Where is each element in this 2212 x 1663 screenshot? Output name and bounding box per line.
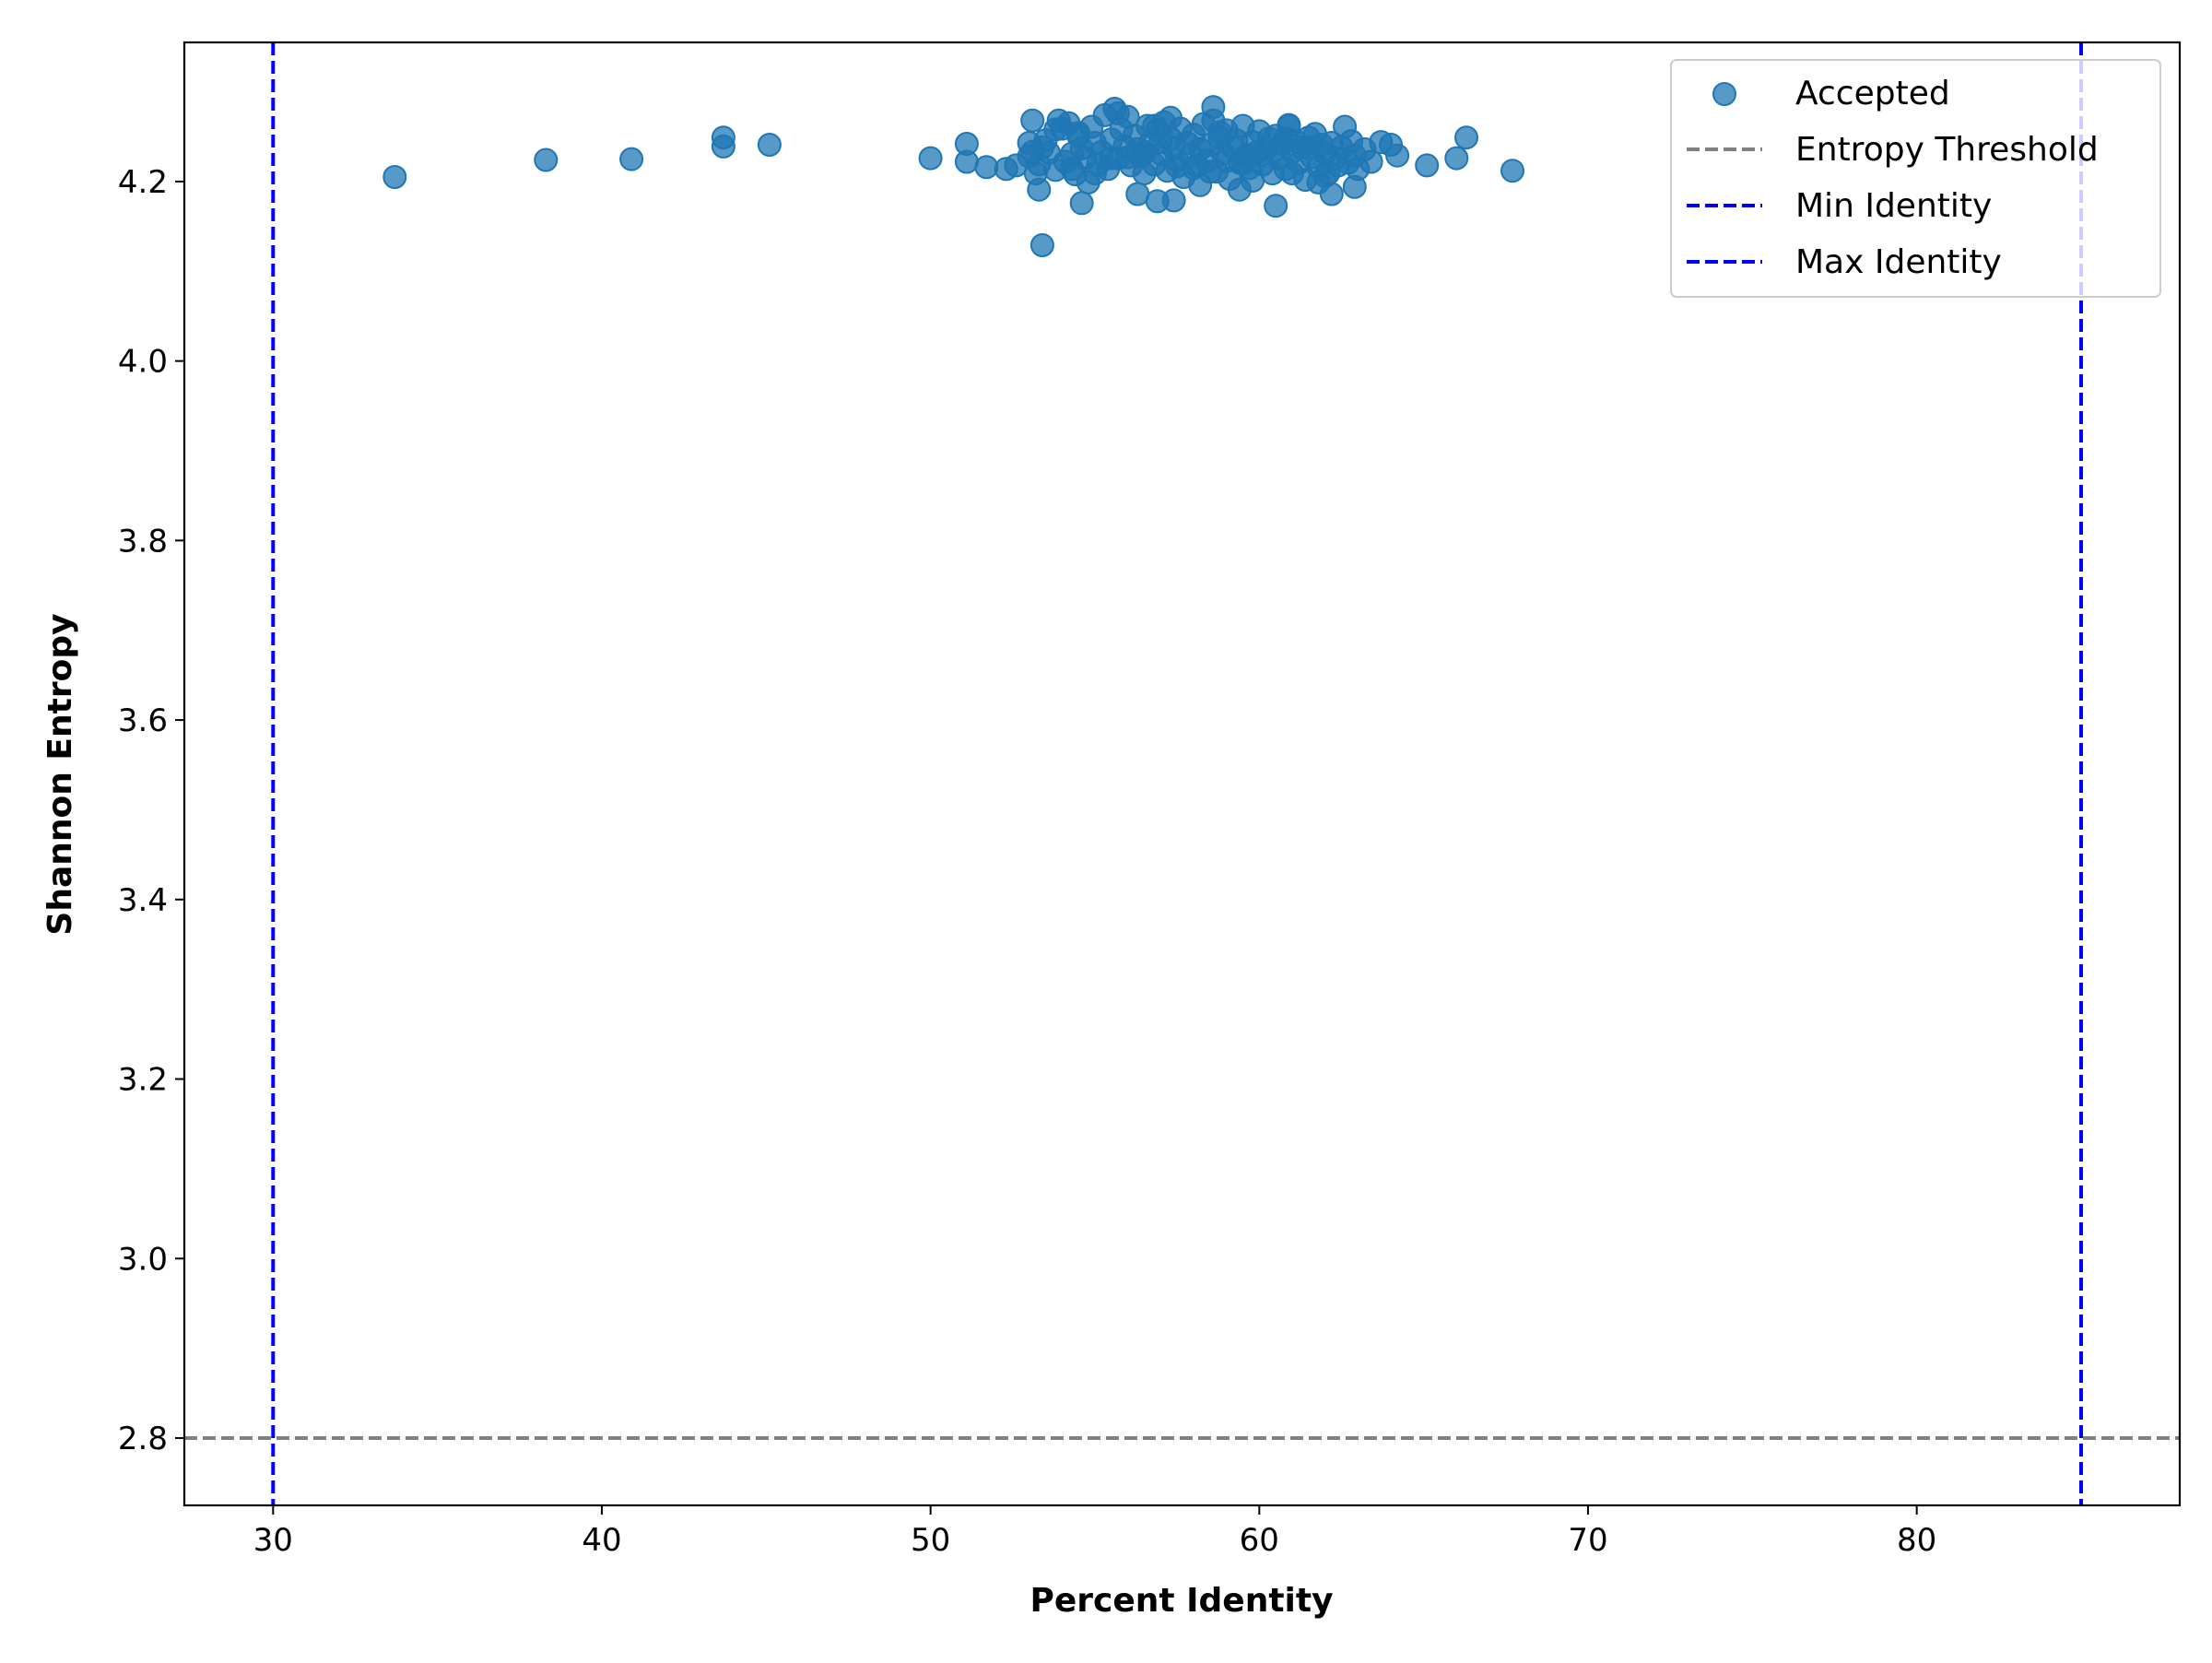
data-point: [1415, 153, 1440, 178]
data-point: [1241, 168, 1265, 193]
points-layer: [382, 95, 1524, 257]
plot-frame: [182, 41, 2182, 1507]
legend: Accepted Entropy Threshold Min Identity …: [1670, 59, 2161, 298]
data-point: [1273, 126, 1298, 151]
y-tick-label: 3.6: [118, 702, 168, 739]
data-point: [1454, 125, 1478, 150]
data-point: [1030, 233, 1054, 257]
legend-frame: [1670, 59, 2161, 298]
data-point: [711, 134, 735, 159]
data-point: [382, 165, 407, 189]
data-point: [1359, 149, 1383, 174]
y-tick-label: 3.0: [118, 1241, 168, 1278]
data-point: [1306, 170, 1331, 195]
y-tick-label: 4.2: [118, 164, 168, 201]
x-axis-ticks: 30 40 50 60 70 80: [253, 1505, 1936, 1559]
legend-label-entropy-threshold: Entropy Threshold: [1795, 131, 2099, 169]
data-point: [918, 146, 943, 171]
x-tick-label: 80: [1897, 1522, 1936, 1559]
data-point: [1385, 143, 1410, 168]
data-point: [1500, 159, 1524, 183]
y-tick-label: 4.0: [118, 344, 168, 381]
x-axis-label: Percent Identity: [1030, 1582, 1333, 1620]
y-tick-label: 2.8: [118, 1421, 168, 1457]
data-point: [1165, 154, 1190, 179]
data-point: [1342, 174, 1367, 199]
legend-label-min-identity: Min Identity: [1795, 187, 1992, 225]
y-axis-label: Shannon Entropy: [41, 613, 79, 935]
legend-label-accepted: Accepted: [1795, 75, 1950, 112]
x-tick-label: 50: [911, 1522, 950, 1559]
y-tick-label: 3.2: [118, 1062, 168, 1099]
data-point: [1125, 182, 1150, 206]
data-point: [1043, 117, 1068, 142]
data-point: [1280, 161, 1304, 186]
data-point: [619, 147, 644, 171]
data-point: [1188, 172, 1213, 197]
data-point: [1099, 146, 1124, 171]
data-point: [974, 155, 999, 180]
data-point: [1066, 121, 1091, 146]
legend-label-max-identity: Max Identity: [1795, 243, 2002, 281]
y-axis-ticks: 2.8 3.0 3.2 3.4 3.6 3.8 4.0 4.2: [118, 164, 184, 1457]
data-point: [1207, 120, 1232, 145]
data-point: [757, 133, 782, 157]
data-point: [1132, 139, 1157, 164]
data-point: [1161, 188, 1186, 213]
data-point: [1105, 100, 1130, 125]
data-point: [1296, 135, 1321, 159]
y-tick-label: 3.8: [118, 523, 168, 560]
data-point: [1264, 194, 1288, 218]
y-tick-label: 3.4: [118, 882, 168, 919]
data-point: [954, 149, 979, 174]
x-tick-label: 40: [582, 1522, 621, 1559]
x-tick-label: 60: [1240, 1522, 1279, 1559]
data-point: [1027, 177, 1052, 202]
data-point: [1083, 161, 1107, 186]
x-tick-label: 30: [253, 1522, 293, 1559]
data-point: [1230, 150, 1255, 175]
data-point: [1060, 157, 1084, 182]
data-point: [1069, 191, 1094, 216]
data-point: [534, 147, 559, 172]
x-tick-label: 70: [1568, 1522, 1607, 1559]
legend-marker-accepted: [1712, 82, 1736, 106]
data-point: [1020, 108, 1045, 133]
data-point: [1444, 146, 1469, 171]
data-point: [1142, 113, 1167, 138]
